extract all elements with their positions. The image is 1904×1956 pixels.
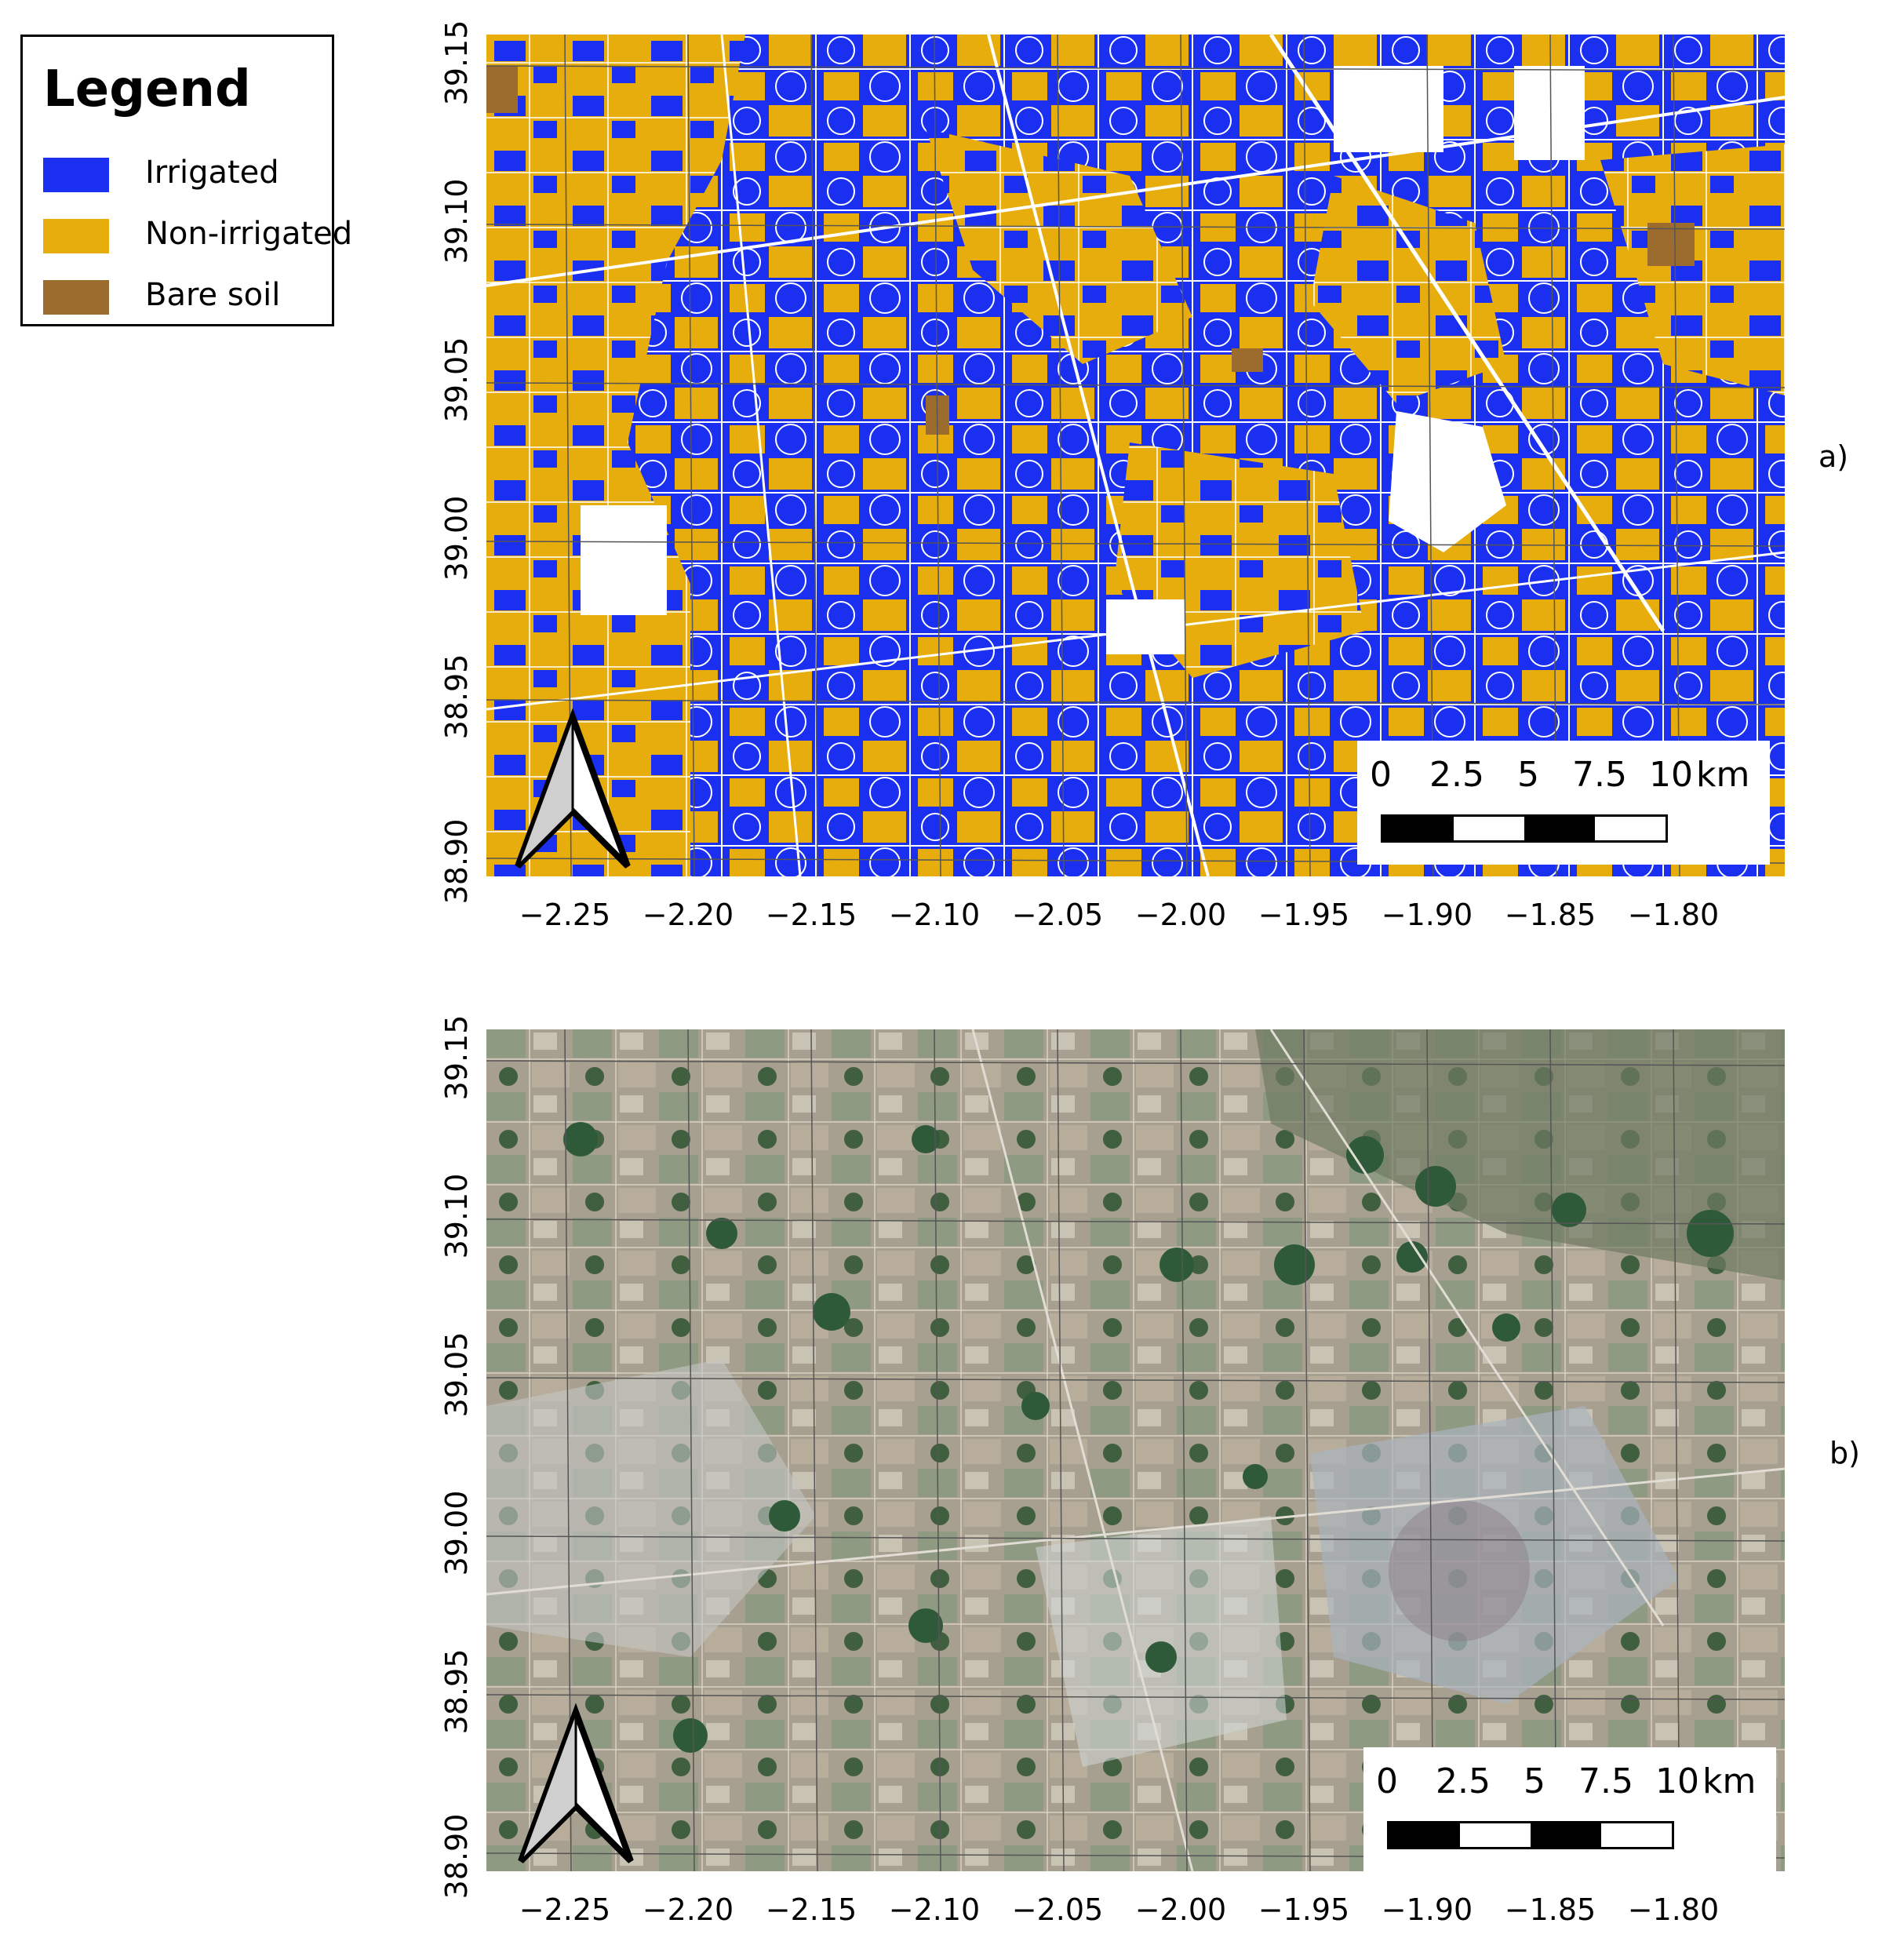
legend-box: Legend Irrigated Non-irrigated Bare soil: [20, 35, 352, 326]
graticule-meridian: [1303, 1029, 1311, 1871]
x-tick: −2.00: [1134, 1892, 1227, 1927]
x-tick: −1.90: [1381, 1892, 1473, 1927]
scale-label-5: 5: [1524, 1761, 1545, 1801]
y-tick: 39.05: [439, 1331, 474, 1418]
graticule-meridian: [1549, 1029, 1557, 1871]
graticule-parallel: [486, 1694, 1785, 1700]
x-tick: −1.80: [1627, 898, 1720, 932]
graticule-meridian: [1057, 35, 1065, 876]
graticule-meridian: [1426, 1029, 1434, 1871]
irrigated-swatch: [43, 158, 109, 192]
y-tick: 38.95: [439, 1648, 474, 1735]
x-tick: −2.15: [765, 898, 857, 932]
graticule-parallel: [486, 1535, 1785, 1542]
graticule-meridian: [1673, 1029, 1680, 1871]
panel-label-a: a): [1818, 439, 1849, 474]
y-tick: 39.15: [439, 1014, 474, 1101]
x-tick: −2.05: [1011, 898, 1104, 932]
bare-soil-swatch: [43, 280, 109, 315]
x-tick: −2.05: [1011, 1892, 1104, 1927]
scale-label-2-5: 2.5: [1436, 1761, 1491, 1801]
x-tick: −2.00: [1134, 898, 1227, 932]
graticule-parallel: [486, 1218, 1785, 1225]
y-tick: 38.90: [439, 818, 474, 905]
grid-lines-a: [486, 35, 1785, 876]
scale-label-2-5: 2.5: [1429, 755, 1484, 795]
x-tick: −1.90: [1381, 898, 1473, 932]
panel-label-b: b): [1829, 1436, 1860, 1470]
scale-label-5: 5: [1517, 755, 1539, 795]
scale-label-0: 0: [1370, 755, 1392, 795]
x-tick: −2.10: [888, 898, 981, 932]
scale-bar-segments: [1381, 814, 1668, 843]
graticule-parallel: [486, 541, 1785, 547]
scale-unit: km: [1702, 1761, 1757, 1801]
graticule-meridian: [1673, 35, 1680, 876]
y-tick: 39.00: [439, 495, 474, 581]
north-arrow-icon: [518, 1703, 634, 1863]
x-tick: −2.20: [642, 898, 734, 932]
legend-title: Legend: [43, 60, 251, 118]
x-tick: −2.10: [888, 1892, 981, 1927]
legend-label-non-irrigated: Non-irrigated: [145, 216, 353, 252]
graticule-meridian: [810, 35, 818, 876]
y-tick: 39.05: [439, 337, 474, 423]
x-tick: −1.85: [1504, 1892, 1596, 1927]
classification-map: [486, 35, 1785, 876]
x-tick: −1.95: [1258, 898, 1350, 932]
graticule-meridian: [1057, 1029, 1065, 1871]
graticule-meridian: [1180, 1029, 1188, 1871]
map-panel-a: 0 2.5 5 7.5 10 km: [486, 35, 1785, 876]
x-tick: −2.25: [519, 1892, 611, 1927]
non-irrigated-swatch: [43, 219, 109, 253]
y-tick: 38.95: [439, 654, 474, 740]
scale-label-7-5: 7.5: [1578, 1761, 1633, 1801]
graticule-meridian: [934, 1029, 941, 1871]
x-tick: −1.85: [1504, 898, 1596, 932]
y-tick: 39.10: [439, 1173, 474, 1259]
graticule-parallel: [486, 382, 1785, 388]
scale-bar-segments: [1387, 1821, 1674, 1849]
graticule-meridian: [1303, 35, 1311, 876]
graticule-meridian: [687, 1029, 695, 1871]
scale-label-10: 10: [1655, 1761, 1699, 1801]
graticule-parallel: [486, 65, 1785, 71]
scale-label-0: 0: [1376, 1761, 1398, 1801]
graticule-meridian: [1180, 35, 1188, 876]
satellite-image: [486, 1029, 1785, 1871]
x-tick: −2.25: [519, 898, 611, 932]
graticule-parallel: [486, 699, 1785, 705]
graticule-meridian: [1426, 35, 1434, 876]
graticule-meridian: [934, 35, 941, 876]
graticule-parallel: [486, 1060, 1785, 1066]
x-tick: −2.15: [765, 1892, 857, 1927]
grid-lines-b: [486, 1029, 1785, 1871]
legend-label-bare-soil: Bare soil: [145, 277, 281, 313]
x-tick: −1.95: [1258, 1892, 1350, 1927]
scale-bar-b: 0 2.5 5 7.5 10 km: [1363, 1747, 1776, 1871]
graticule-meridian: [1549, 35, 1557, 876]
graticule-parallel: [486, 1377, 1785, 1383]
graticule-parallel: [486, 224, 1785, 230]
y-tick: 39.15: [439, 20, 474, 106]
y-tick: 38.90: [439, 1813, 474, 1900]
legend-label-irrigated: Irrigated: [145, 155, 279, 191]
scale-unit: km: [1696, 755, 1750, 795]
x-tick: −1.80: [1627, 1892, 1720, 1927]
y-tick: 39.00: [439, 1490, 474, 1576]
graticule-meridian: [687, 35, 695, 876]
north-arrow-icon: [515, 708, 631, 869]
scale-label-10: 10: [1649, 755, 1693, 795]
scale-bar-a: 0 2.5 5 7.5 10 km: [1357, 741, 1770, 865]
graticule-meridian: [810, 1029, 818, 1871]
map-panel-b: 0 2.5 5 7.5 10 km: [486, 1029, 1785, 1871]
y-tick: 39.10: [439, 178, 474, 264]
x-tick: −2.20: [642, 1892, 734, 1927]
scale-label-7-5: 7.5: [1572, 755, 1627, 795]
